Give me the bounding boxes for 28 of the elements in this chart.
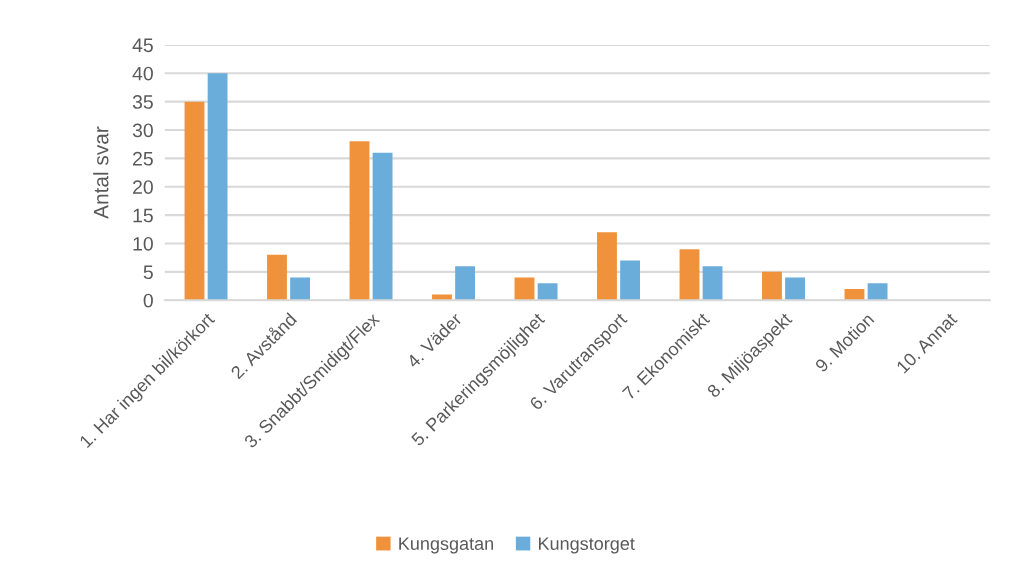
bar xyxy=(267,254,287,301)
bar xyxy=(455,266,476,301)
bar xyxy=(290,277,311,301)
y-tick-label: 45 xyxy=(132,38,153,53)
bar xyxy=(349,141,370,301)
bar xyxy=(702,266,723,301)
bar xyxy=(785,277,806,301)
y-tick-label: 5 xyxy=(143,265,153,280)
bar xyxy=(867,283,888,301)
y-axis-title: Antal svar xyxy=(93,126,109,219)
legend-label: Kungsgatan xyxy=(399,537,494,554)
bar xyxy=(597,232,617,301)
bar xyxy=(620,260,641,301)
y-tick-label: 10 xyxy=(133,236,153,251)
y-tick-label: 40 xyxy=(132,66,153,81)
y-tick-label: 20 xyxy=(133,180,153,194)
y-tick-label: 30 xyxy=(132,123,153,138)
y-tick-label: 25 xyxy=(133,151,153,166)
bar xyxy=(537,283,558,301)
y-tick-label: 35 xyxy=(132,95,153,109)
legend-label: Kungstorget xyxy=(538,537,635,554)
bar xyxy=(679,249,700,301)
bar xyxy=(372,152,393,301)
bar xyxy=(207,73,228,301)
y-tick-label: 15 xyxy=(133,208,153,223)
bar xyxy=(762,271,782,301)
bar xyxy=(184,101,205,301)
y-tick-label: 0 xyxy=(143,293,153,308)
